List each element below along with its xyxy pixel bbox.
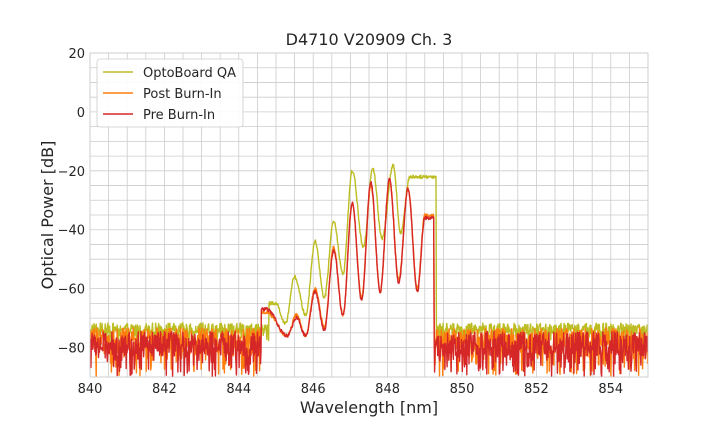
legend: OptoBoard QA Post Burn-In Pre Burn-In: [96, 58, 244, 128]
y-tick-label: 0: [77, 106, 85, 121]
legend-entry: OptoBoard QA: [143, 66, 236, 81]
chart-title: D4710 V20909 Ch. 3: [286, 30, 453, 49]
y-tick-label: −20: [58, 165, 85, 180]
y-tick-label: −60: [58, 283, 85, 298]
x-axis-label: Wavelength [nm]: [300, 398, 438, 417]
y-tick-label: −40: [58, 224, 85, 239]
legend-entry: Pre Burn-In: [143, 108, 215, 123]
x-tick-label: 846: [301, 382, 326, 397]
x-tick-labels: 840 842 844 846 848 850 852 854: [78, 382, 624, 397]
y-tick-labels: −80 −60 −40 −20 0 20: [58, 47, 85, 357]
y-tick-label: −80: [58, 342, 85, 357]
x-tick-label: 852: [524, 382, 549, 397]
series-line: [90, 177, 648, 377]
x-tick-label: 844: [226, 382, 251, 397]
plot-frame: [89, 52, 649, 378]
x-tick-label: 842: [152, 382, 177, 397]
legend-box: [96, 58, 244, 128]
x-tick-label: 840: [78, 382, 103, 397]
y-axis-label: Optical Power [dB]: [38, 141, 57, 290]
legend-entry: Post Burn-In: [143, 87, 222, 102]
x-tick-label: 850: [450, 382, 475, 397]
x-tick-label: 848: [375, 382, 400, 397]
plot-series: [90, 163, 648, 377]
x-tick-label: 854: [598, 382, 623, 397]
y-tick-label: 20: [68, 47, 85, 62]
